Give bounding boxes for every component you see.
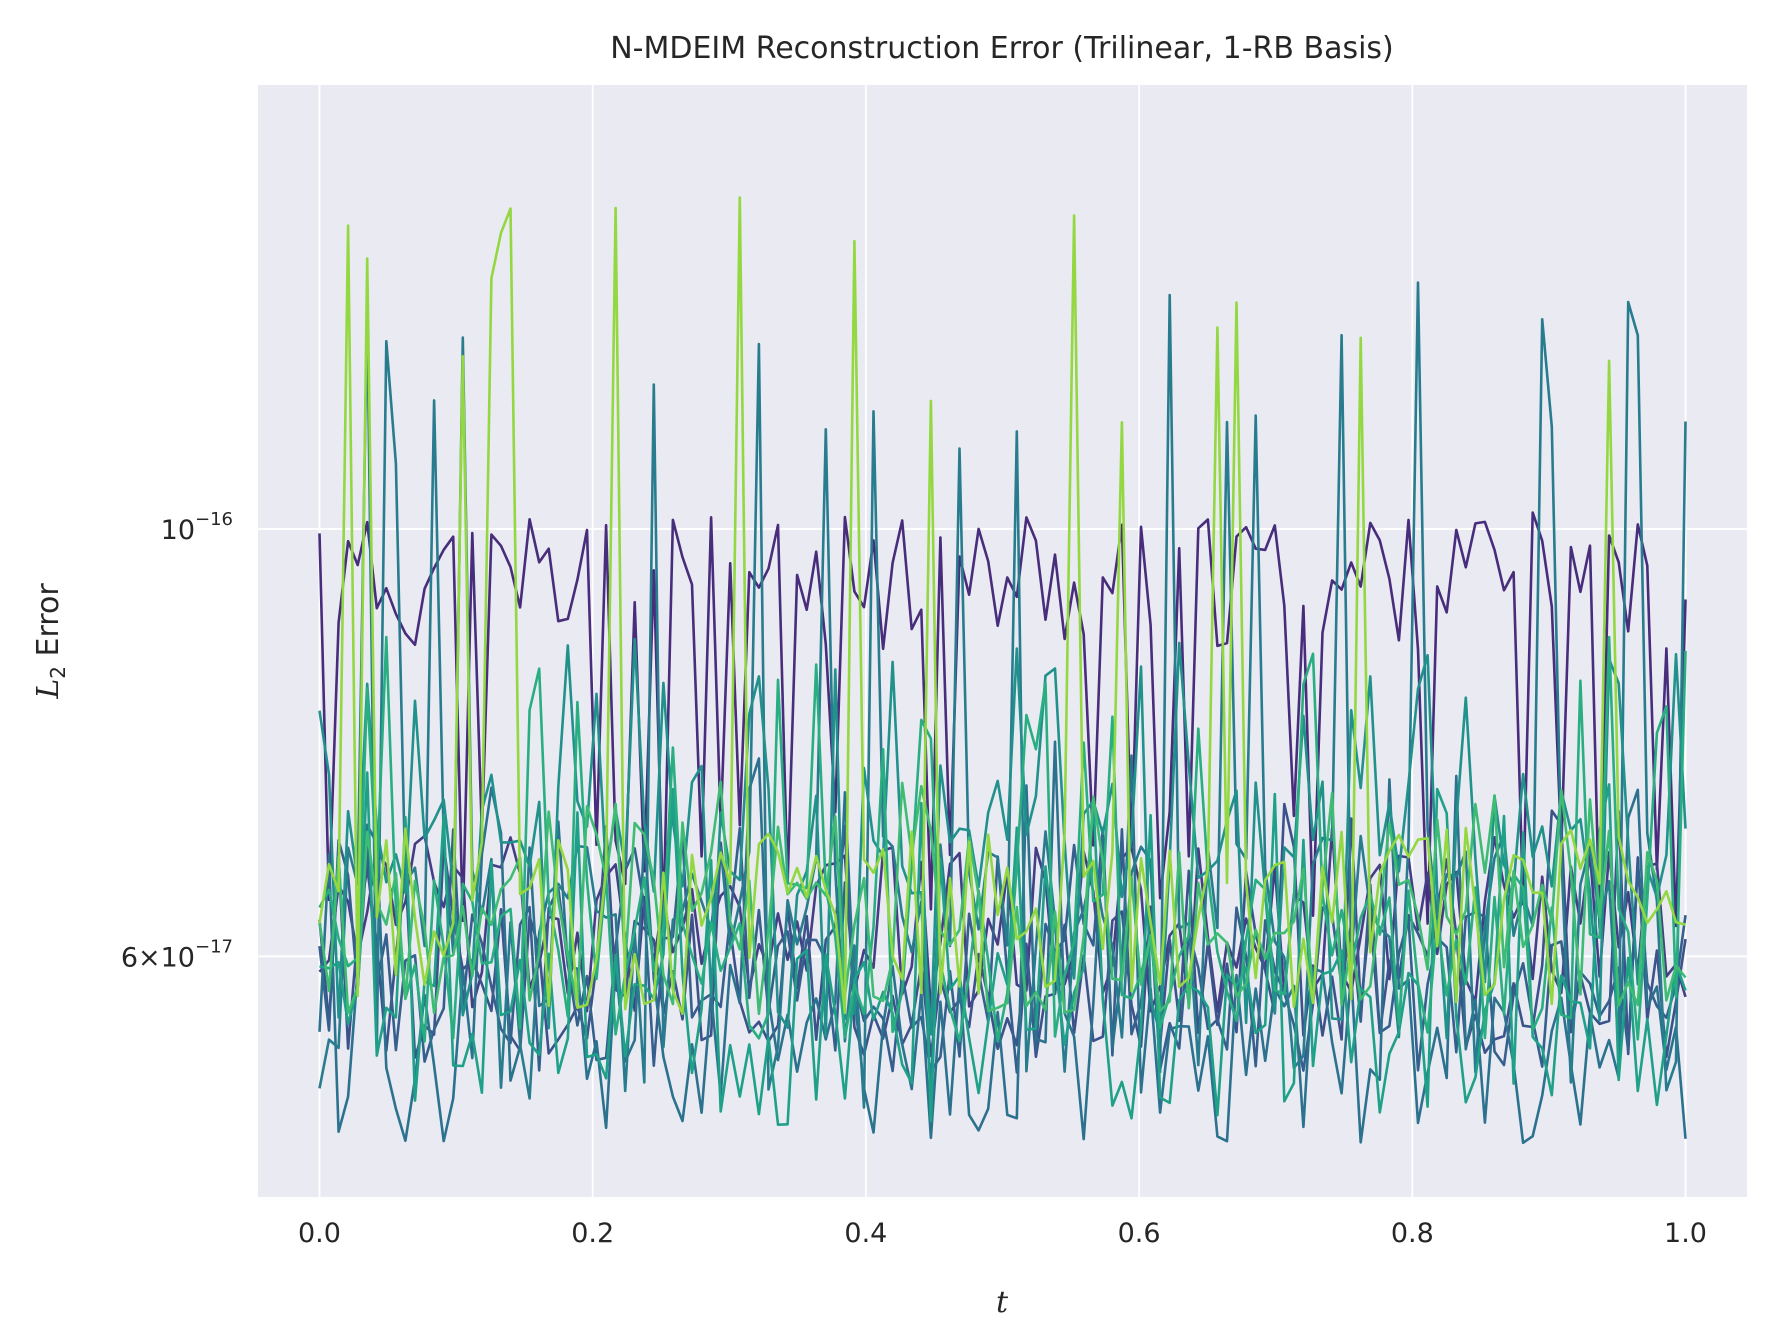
series-layer — [318, 196, 1687, 1145]
y-tick-labels: 10−16 6×10−17 — [121, 509, 233, 973]
series-line-10 — [318, 780, 1687, 1016]
x-tick-label: 0.6 — [1118, 1218, 1161, 1249]
x-tick-labels: 0.0 0.2 0.4 0.6 0.8 1.0 — [298, 1218, 1707, 1249]
x-tick-label: 0.8 — [1391, 1218, 1434, 1249]
x-tick-label: 0.0 — [298, 1218, 341, 1249]
chart-title: N-MDEIM Reconstruction Error (Trilinear,… — [610, 31, 1394, 66]
series-line-11 — [318, 196, 1686, 1016]
y-tick-label: 6×10−17 — [121, 936, 233, 973]
y-tick-label: 10−16 — [161, 509, 233, 546]
series-line-9 — [318, 635, 1687, 1043]
series-line-6 — [318, 281, 1687, 1109]
x-tick-label: 0.2 — [571, 1218, 614, 1249]
y-axis-label: L2 Error — [31, 583, 70, 700]
x-tick-label: 0.4 — [844, 1218, 887, 1249]
x-tick-label: 1.0 — [1664, 1218, 1707, 1249]
series-line-1 — [318, 511, 1687, 930]
x-axis-label: t — [996, 1285, 1009, 1320]
